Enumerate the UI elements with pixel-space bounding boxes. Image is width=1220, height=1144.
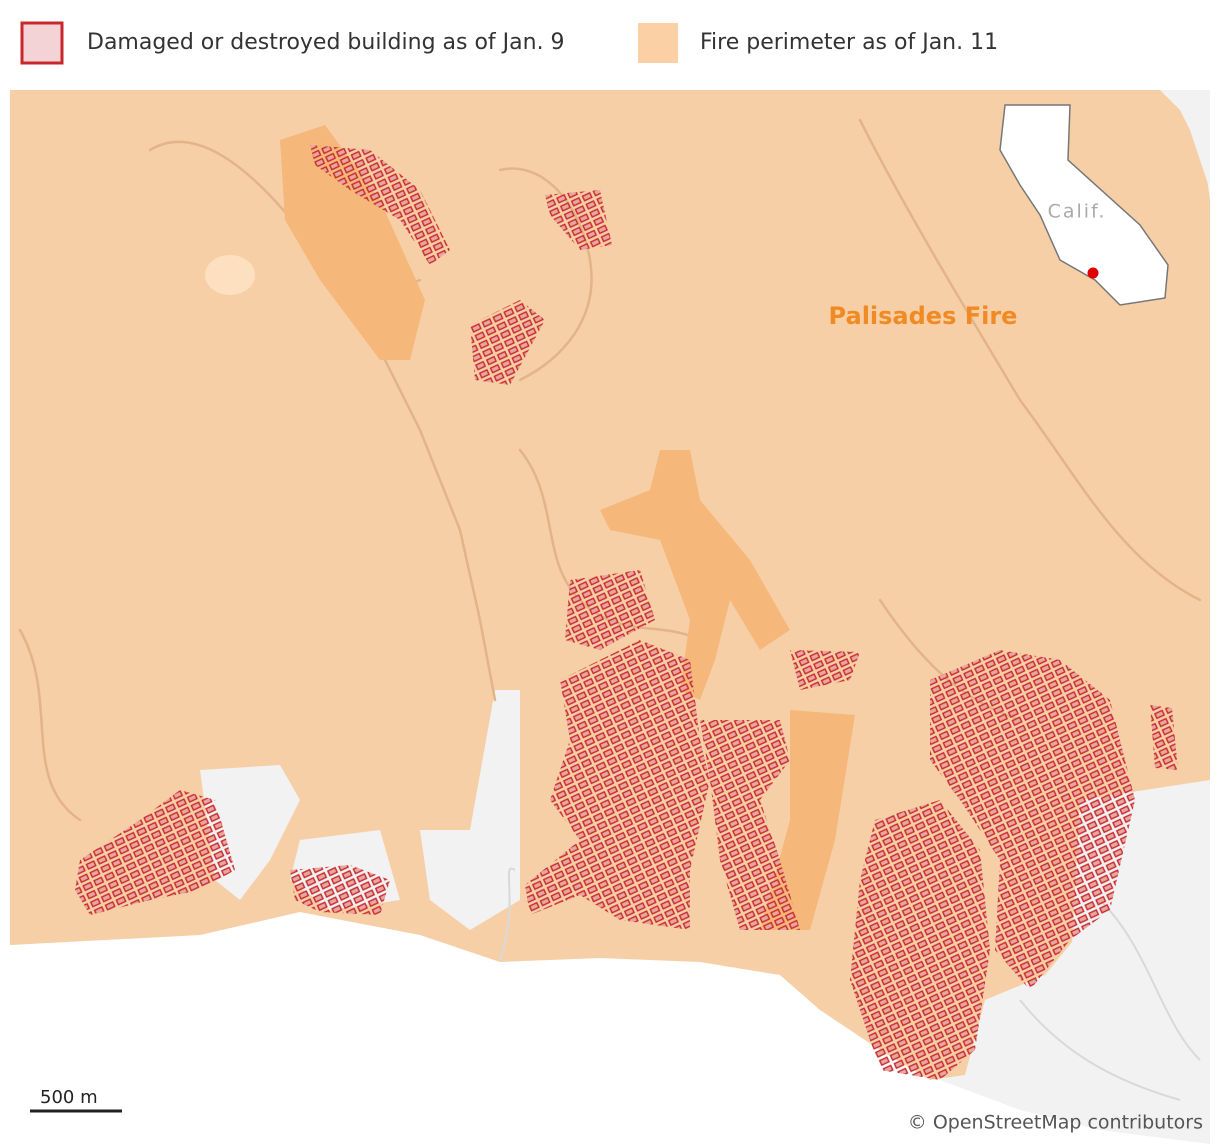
building-cluster (1150, 705, 1178, 770)
building-cluster (545, 190, 612, 250)
unburned-area (1170, 90, 1210, 190)
perimeter-growth (280, 125, 425, 360)
road (498, 167, 593, 382)
road (18, 628, 82, 822)
building-cluster (470, 300, 545, 385)
road (499, 867, 1201, 1101)
building-cluster (700, 720, 800, 930)
building-cluster (310, 145, 450, 265)
road (858, 118, 1202, 602)
legend-label: Damaged or destroyed building as of Jan.… (87, 30, 565, 55)
building-cluster (525, 640, 710, 930)
map: Calif. Palisades Fire 500 m © OpenStreet… (10, 90, 1210, 1144)
unburned-area (205, 255, 255, 295)
building-cluster (930, 650, 1135, 990)
inset-map: Calif. (999, 104, 1169, 306)
legend-swatch-buildings (20, 21, 64, 65)
perimeter-growth (600, 450, 790, 700)
location-dot (1087, 267, 1099, 279)
building-cluster (565, 570, 655, 650)
california-outline (999, 104, 1169, 306)
legend-swatch-perimeter (638, 23, 678, 63)
scale-bar: 500 m (30, 1087, 122, 1113)
road (378, 348, 497, 702)
unburned-area (420, 690, 520, 930)
ocean (10, 912, 1210, 1144)
damaged-buildings (75, 145, 1178, 1080)
attribution: © OpenStreetMap contributors (908, 1112, 1203, 1134)
fire-label: Palisades Fire (829, 302, 1018, 330)
legend-label: Fire perimeter as of Jan. 11 (700, 30, 998, 55)
inset-label: Calif. (1048, 201, 1107, 223)
building-cluster (290, 865, 390, 915)
building-cluster (790, 650, 860, 690)
building-cluster (75, 790, 235, 915)
legend: Damaged or destroyed building as of Jan.… (20, 21, 998, 65)
scale-label: 500 m (40, 1087, 98, 1108)
building-cluster (850, 800, 990, 1080)
